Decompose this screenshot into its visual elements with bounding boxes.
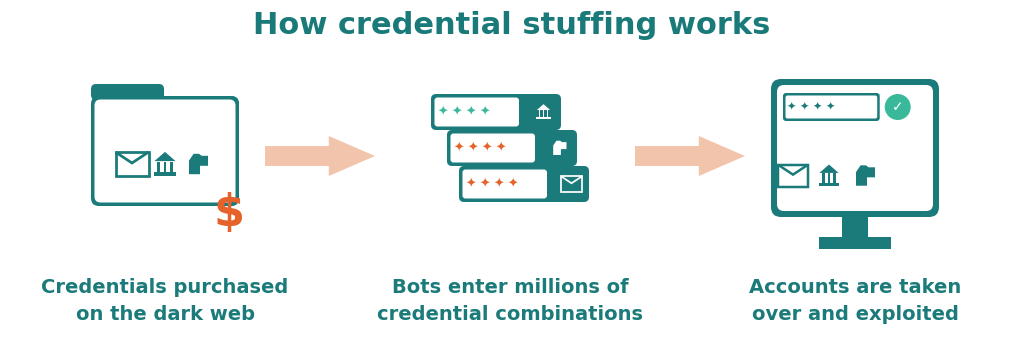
Bar <box>818 183 840 186</box>
Bar <box>827 173 830 183</box>
FancyBboxPatch shape <box>459 166 589 202</box>
Text: ✦: ✦ <box>467 142 478 155</box>
FancyBboxPatch shape <box>549 170 586 199</box>
Text: ✦: ✦ <box>494 178 504 191</box>
Bar <box>158 162 161 173</box>
Bar <box>635 146 703 166</box>
Text: ✦: ✦ <box>825 102 835 112</box>
Text: ✦: ✦ <box>454 142 464 155</box>
FancyBboxPatch shape <box>537 134 573 162</box>
Polygon shape <box>856 165 874 186</box>
FancyBboxPatch shape <box>431 94 561 130</box>
Text: Credentials purchased
on the dark web: Credentials purchased on the dark web <box>41 278 289 324</box>
FancyBboxPatch shape <box>91 84 151 100</box>
Bar <box>842 217 868 239</box>
FancyBboxPatch shape <box>463 170 547 199</box>
Polygon shape <box>819 165 839 173</box>
FancyBboxPatch shape <box>777 85 933 211</box>
Text: ✦: ✦ <box>507 178 518 191</box>
Text: ✦: ✦ <box>481 142 492 155</box>
Bar <box>164 162 167 173</box>
Text: Accounts are taken
over and exploited: Accounts are taken over and exploited <box>749 278 962 324</box>
Text: ✦: ✦ <box>479 105 489 118</box>
Circle shape <box>885 94 910 120</box>
Bar <box>170 162 173 173</box>
FancyBboxPatch shape <box>434 97 519 126</box>
FancyBboxPatch shape <box>771 79 939 217</box>
FancyBboxPatch shape <box>783 93 880 121</box>
Text: ✦: ✦ <box>786 102 796 112</box>
FancyBboxPatch shape <box>102 100 236 203</box>
Text: ✦: ✦ <box>800 102 809 112</box>
Bar <box>819 237 891 249</box>
Bar <box>265 146 333 166</box>
Bar <box>778 165 808 187</box>
FancyBboxPatch shape <box>94 100 236 203</box>
Bar <box>537 117 551 119</box>
FancyBboxPatch shape <box>91 96 239 206</box>
Text: $: $ <box>213 192 245 235</box>
Text: How credential stuffing works: How credential stuffing works <box>253 12 771 40</box>
FancyBboxPatch shape <box>521 97 557 126</box>
Bar <box>822 173 824 183</box>
FancyBboxPatch shape <box>447 130 577 166</box>
Polygon shape <box>698 136 745 176</box>
Polygon shape <box>537 104 550 110</box>
Text: ✦: ✦ <box>465 178 476 191</box>
Text: ✦: ✦ <box>479 178 489 191</box>
Polygon shape <box>329 136 375 176</box>
FancyBboxPatch shape <box>99 84 164 100</box>
Text: ✦: ✦ <box>437 105 447 118</box>
Bar <box>539 110 541 117</box>
Bar <box>543 110 545 117</box>
Text: ✦: ✦ <box>496 142 506 155</box>
Bar <box>154 172 176 176</box>
Text: Bots enter millions of
credential combinations: Bots enter millions of credential combin… <box>377 278 643 324</box>
Polygon shape <box>553 141 566 155</box>
Bar <box>116 152 148 176</box>
Bar <box>834 173 836 183</box>
Text: ✦: ✦ <box>812 102 821 112</box>
Bar <box>547 110 548 117</box>
FancyBboxPatch shape <box>785 96 878 118</box>
Polygon shape <box>155 152 175 161</box>
FancyBboxPatch shape <box>451 134 535 162</box>
Polygon shape <box>189 154 208 174</box>
Text: ✦: ✦ <box>465 105 476 118</box>
Text: ✦: ✦ <box>452 105 462 118</box>
Text: ✓: ✓ <box>892 100 903 114</box>
Bar <box>561 176 582 192</box>
FancyBboxPatch shape <box>99 96 239 206</box>
